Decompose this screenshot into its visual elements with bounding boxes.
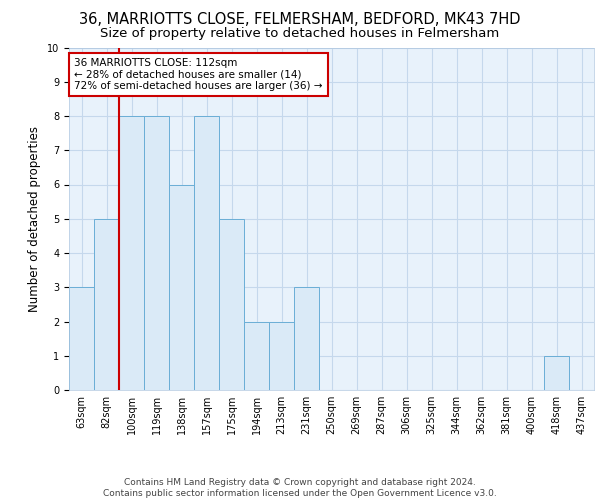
Bar <box>169 184 194 390</box>
Bar <box>294 287 319 390</box>
Y-axis label: Number of detached properties: Number of detached properties <box>28 126 41 312</box>
Bar <box>94 219 119 390</box>
Bar <box>194 116 219 390</box>
Bar <box>119 116 144 390</box>
Bar <box>244 322 269 390</box>
Bar <box>144 116 169 390</box>
Text: 36 MARRIOTTS CLOSE: 112sqm
← 28% of detached houses are smaller (14)
72% of semi: 36 MARRIOTTS CLOSE: 112sqm ← 28% of deta… <box>74 58 323 91</box>
Text: Contains HM Land Registry data © Crown copyright and database right 2024.
Contai: Contains HM Land Registry data © Crown c… <box>103 478 497 498</box>
Text: Size of property relative to detached houses in Felmersham: Size of property relative to detached ho… <box>100 28 500 40</box>
Bar <box>219 219 244 390</box>
Bar <box>269 322 294 390</box>
Text: 36, MARRIOTTS CLOSE, FELMERSHAM, BEDFORD, MK43 7HD: 36, MARRIOTTS CLOSE, FELMERSHAM, BEDFORD… <box>79 12 521 28</box>
Bar <box>69 287 94 390</box>
Bar <box>544 356 569 390</box>
